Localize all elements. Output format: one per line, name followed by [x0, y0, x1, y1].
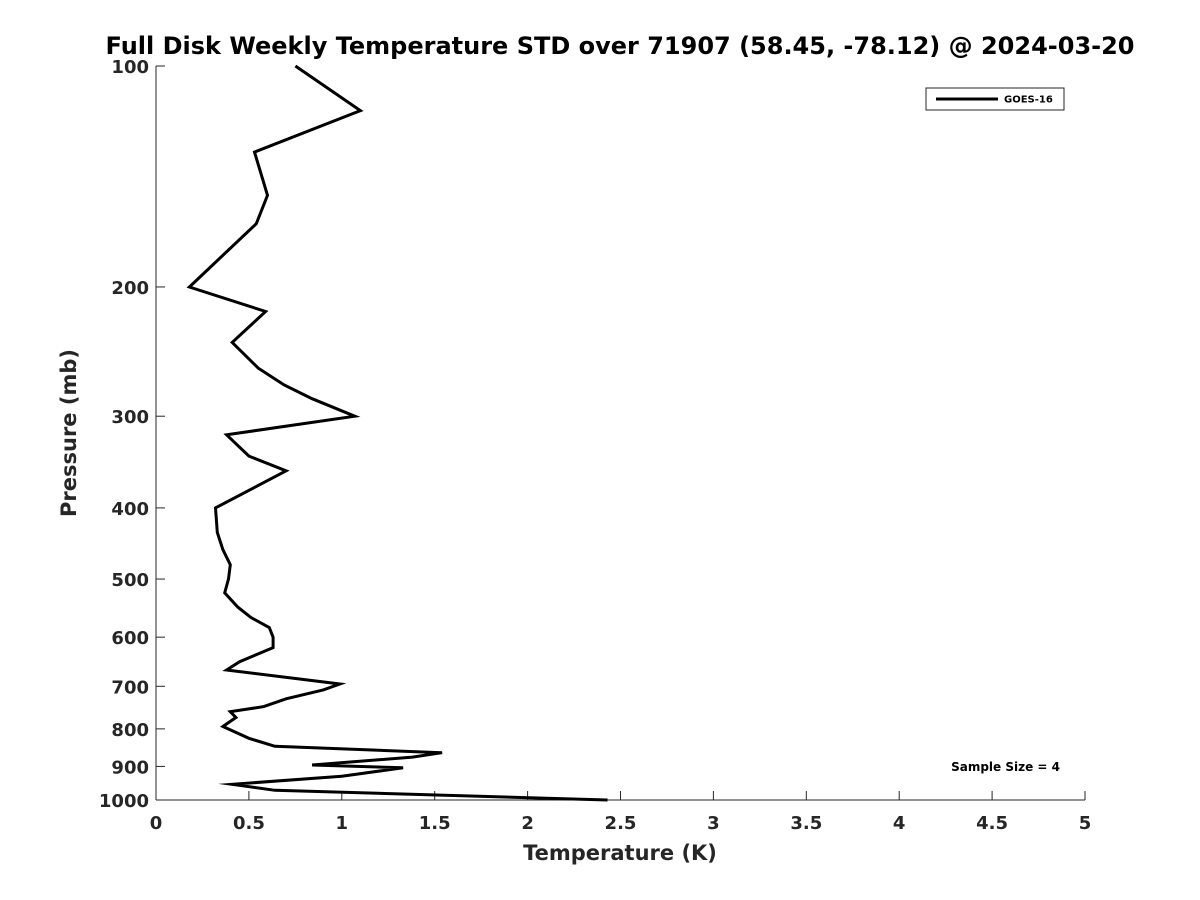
y-axis-ticks: 100 200 300 400 500 600 700 800 900 1000: [99, 57, 165, 812]
x-tick-label: 0: [150, 813, 163, 834]
x-axis-ticks: 0 0.5 1 1.5 2 2.5 3 3.5 4 4.5 5: [150, 791, 1092, 834]
x-tick-label: 1.5: [419, 813, 451, 834]
x-tick-label: 4: [893, 813, 906, 834]
plot-area: [156, 66, 1085, 800]
x-tick-label: 5: [1079, 813, 1092, 834]
series-layer: [186, 64, 608, 802]
y-axis-label: Pressure (mb): [57, 349, 81, 517]
y-tick-label: 600: [111, 628, 149, 649]
x-tick-label: 2: [521, 813, 534, 834]
sample-size-annotation: Sample Size = 4: [951, 760, 1060, 774]
y-tick-label: 900: [111, 757, 149, 778]
y-tick-label: 300: [111, 407, 149, 428]
x-tick-label: 4.5: [976, 813, 1008, 834]
x-tick-label: 0.5: [233, 813, 265, 834]
y-tick-label: 700: [111, 677, 149, 698]
y-tick-label: 400: [111, 499, 149, 520]
legend: GOES-16: [925, 87, 1065, 111]
y-tick-label: 1000: [99, 791, 149, 812]
x-tick-label: 3.5: [790, 813, 822, 834]
series-line-goes-16: [186, 64, 608, 802]
x-tick-label: 2.5: [605, 813, 637, 834]
y-tick-label: 500: [111, 570, 149, 591]
x-tick-label: 3: [707, 813, 720, 834]
x-tick-label: 1: [336, 813, 349, 834]
y-tick-label: 800: [111, 720, 149, 741]
chart-title: Full Disk Weekly Temperature STD over 71…: [106, 32, 1135, 60]
legend-label-goes-16: GOES-16: [1004, 95, 1053, 106]
y-tick-label: 200: [111, 278, 149, 299]
x-axis-label: Temperature (K): [523, 841, 717, 865]
y-tick-label: 100: [111, 57, 149, 78]
